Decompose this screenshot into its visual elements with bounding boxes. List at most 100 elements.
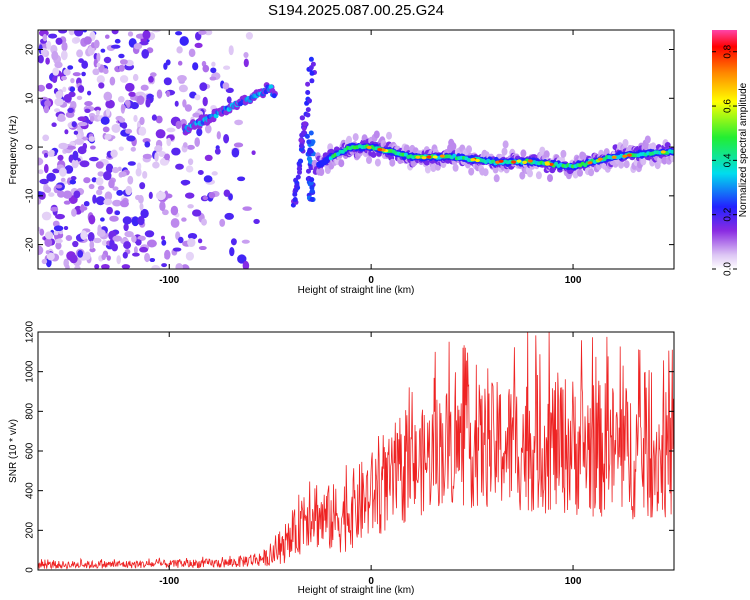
snr-y-tick-label: 0 <box>25 567 36 573</box>
spectrogram-cell <box>185 165 194 173</box>
spectrogram-cell <box>82 30 88 33</box>
spectrogram-cell <box>133 246 138 254</box>
spectrogram-cell <box>298 147 304 152</box>
spectrogram-cell <box>47 151 55 157</box>
spectrogram-cell <box>81 60 89 69</box>
spectrogram-cell <box>77 85 85 93</box>
spectrogram-cell <box>214 148 221 155</box>
spectrogram-cell <box>53 108 61 113</box>
spectrogram-cell <box>42 33 48 42</box>
spectrogram-cell <box>292 191 298 197</box>
spectrogram-cell <box>243 58 249 68</box>
spectrogram-cell <box>89 240 95 250</box>
spectrogram-cell <box>142 153 153 160</box>
spectrogram-cell <box>626 153 632 157</box>
spectrogram-cell <box>118 117 126 123</box>
chart-title: S194.2025.087.00.25.G24 <box>268 2 444 19</box>
spectrogram-cell <box>166 90 171 97</box>
spectrogram-cell <box>60 50 68 61</box>
spectrogram-cell <box>73 190 81 199</box>
spectrogram-cell <box>138 126 147 136</box>
spectrogram-cell <box>233 142 244 148</box>
spectrogram-cell <box>452 153 457 158</box>
spectrogram-cell <box>162 209 169 216</box>
spectrogram-cell <box>114 210 121 216</box>
spectrogram-cell <box>53 225 64 232</box>
spectrogram-cell <box>74 265 81 269</box>
spectrogram-cell <box>104 191 113 201</box>
spectrogram-cell <box>187 232 198 240</box>
spectrogram-cell <box>103 56 112 64</box>
spectrogram-cell <box>76 95 83 101</box>
spectrogram-cell <box>175 263 183 269</box>
spectrogram-cell <box>39 228 45 236</box>
spectrogram-y-tick-label: 0 <box>25 144 36 150</box>
spectrogram-cell <box>201 218 207 226</box>
spectrogram-cell <box>71 208 77 217</box>
spectrogram-cell <box>242 260 250 269</box>
spectrogram-cell <box>338 159 345 168</box>
spectrogram-cell <box>139 116 145 126</box>
spectrogram-cell <box>192 112 201 118</box>
spectrogram-cell <box>94 264 100 269</box>
spectrogram-cell <box>117 96 125 103</box>
spectrogram-cell <box>426 155 432 159</box>
snr-y-label: SNR (10 * v/v) <box>8 419 19 483</box>
spectrogram-cell <box>126 135 136 142</box>
spectrogram-cell <box>618 160 625 169</box>
spectrogram-cell <box>535 171 542 180</box>
spectrogram-cell <box>187 237 196 248</box>
spectrogram-cell <box>149 257 156 263</box>
spectrogram-cell <box>93 237 102 244</box>
spectrogram-cell <box>112 167 120 174</box>
spectrogram-cell <box>155 129 166 139</box>
spectrogram-cell <box>131 235 137 243</box>
spectrogram-cell <box>231 147 240 158</box>
spectrogram-cell <box>121 122 128 129</box>
spectrogram-cell <box>88 214 96 225</box>
spectrogram-cell <box>74 30 84 37</box>
spectrogram-x-tick-label: -100 <box>159 275 179 286</box>
spectrogram-cell <box>466 145 472 154</box>
spectrogram-cell <box>424 165 431 174</box>
spectrogram-cell <box>237 254 247 264</box>
spectrogram-cell <box>100 217 105 222</box>
spectrogram-cell <box>50 206 59 212</box>
spectrogram-cell <box>198 245 207 251</box>
spectrogram-cell <box>423 159 430 166</box>
colorbar-tick-label: 0.0 <box>723 262 734 276</box>
spectrogram-cell <box>96 189 103 196</box>
spectrogram-cell <box>522 160 528 164</box>
spectrogram-cell <box>309 70 315 76</box>
snr-y-tick-label: 1000 <box>25 360 36 383</box>
spectrogram-cell <box>155 191 166 201</box>
spectrogram-cell <box>184 104 193 112</box>
spectrogram-cell <box>68 30 75 36</box>
colorbar-gradient <box>712 30 737 269</box>
snr-series-line <box>38 332 674 570</box>
spectrogram-cell <box>293 187 299 193</box>
spectrogram-cell <box>180 179 191 186</box>
spectrogram-cell <box>175 120 182 130</box>
spectrogram-cell <box>211 61 216 67</box>
spectrogram-cell <box>539 146 546 155</box>
spectrogram-cell <box>352 133 359 142</box>
spectrogram-cell <box>146 239 157 248</box>
spectrogram-cell <box>493 174 500 183</box>
spectrogram-cell <box>309 177 315 183</box>
spectrogram-cell <box>54 238 63 244</box>
spectrogram-cell <box>202 96 208 107</box>
spectrogram-cell <box>644 135 651 144</box>
spectrogram-cell <box>52 75 58 84</box>
spectrogram-cell <box>144 230 155 238</box>
spectrogram-cell <box>519 171 526 180</box>
spectrogram-cell <box>45 82 53 90</box>
spectrogram-cell <box>640 157 647 166</box>
spectrogram-cell <box>114 38 121 44</box>
spectrogram-cell <box>89 115 95 122</box>
spectrogram-cell <box>38 197 42 205</box>
spectrogram-cell <box>309 78 315 84</box>
spectrogram-cell <box>38 169 44 175</box>
spectrogram-cell <box>482 168 489 177</box>
